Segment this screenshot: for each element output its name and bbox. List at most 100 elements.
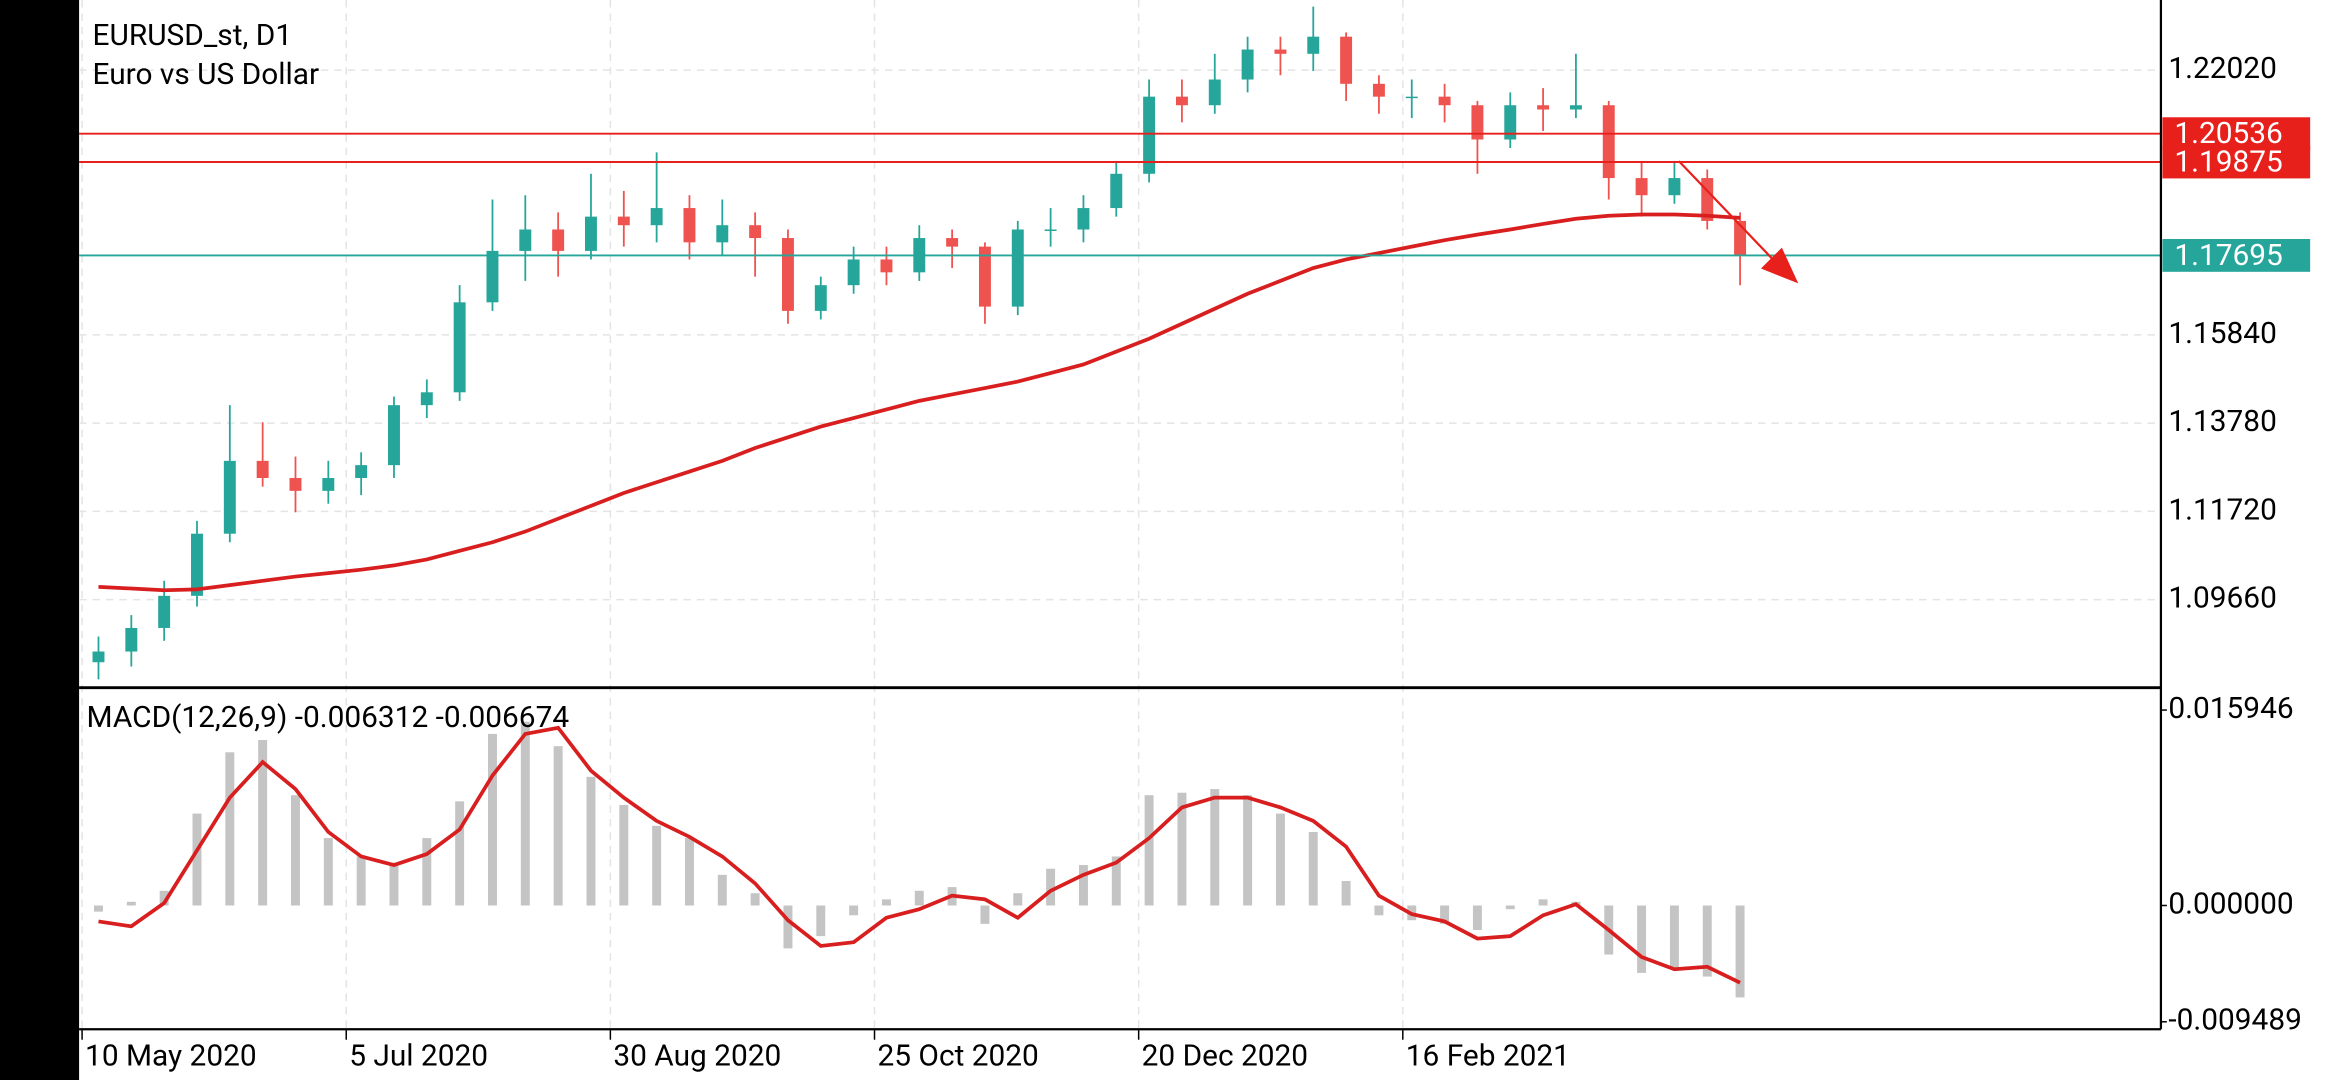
candle-body xyxy=(1602,105,1615,179)
price-tick-label: 1.22020 xyxy=(2168,51,2276,86)
candle-body xyxy=(650,208,663,226)
labels: 1.22020 1.15840 1.13780 1.11720 1.09660 10 Ma… xyxy=(81,51,2311,1074)
price-level-label: 1.20536 xyxy=(2174,116,2282,151)
marks xyxy=(79,6,2161,998)
candle-body xyxy=(847,259,860,286)
candle-body xyxy=(1668,178,1681,196)
macd-bar xyxy=(487,733,497,906)
candle-body xyxy=(322,477,335,491)
macd-bar xyxy=(553,746,563,906)
candle-body xyxy=(585,216,597,251)
time-tick-label: 20 Dec 2020 xyxy=(1142,1039,1308,1074)
macd-bar xyxy=(291,795,300,906)
candle-body xyxy=(420,392,433,406)
macd-bar xyxy=(750,893,760,906)
price-level-badge xyxy=(2162,145,2311,179)
macd-bar xyxy=(225,752,235,906)
candle-body xyxy=(1208,79,1221,106)
macd-bar xyxy=(1275,813,1285,906)
price-level-label: 1.17695 xyxy=(2174,238,2282,273)
macd-bar xyxy=(389,862,399,906)
candle-body xyxy=(519,229,532,251)
macd-bar xyxy=(1243,795,1253,906)
macd-tick-label: 0.015946 xyxy=(2168,691,2293,726)
grid xyxy=(79,0,2161,1030)
candle-body xyxy=(223,460,236,534)
macd-bar xyxy=(684,838,694,906)
macd-bar xyxy=(356,856,366,906)
candle-body xyxy=(617,216,630,226)
candle-body xyxy=(191,533,203,596)
candle-body xyxy=(1011,229,1024,307)
macd-bar xyxy=(1013,893,1023,906)
candle-body xyxy=(880,259,893,273)
candle-body xyxy=(388,405,400,466)
macd-bar xyxy=(1735,905,1745,998)
macd-bar xyxy=(455,801,465,906)
macd-bar xyxy=(1637,905,1647,973)
macd-bar xyxy=(619,804,629,906)
macd-bar xyxy=(159,890,169,906)
candle-body xyxy=(781,238,794,311)
price-level-badge xyxy=(2162,117,2311,151)
time-tick-label: 30 Aug 2020 xyxy=(613,1039,781,1074)
macd-bar xyxy=(980,905,990,924)
macd-bar xyxy=(1210,789,1220,906)
macd-bar xyxy=(1538,899,1548,906)
price-level-badge xyxy=(2162,238,2311,272)
macd-bar xyxy=(258,740,268,906)
macd-bar xyxy=(1702,905,1712,977)
time-tick-label: 5 Jul 2020 xyxy=(349,1039,488,1074)
candle-body xyxy=(1438,96,1451,106)
macd-title: MACD(12,26,9) -0.006312 -0.006674 xyxy=(87,700,570,735)
candle-body xyxy=(1307,36,1320,54)
candle-body xyxy=(1241,49,1254,80)
price-tick-label: 1.09660 xyxy=(2168,581,2276,616)
candle-body xyxy=(355,465,368,478)
price-level-label: 1.19875 xyxy=(2174,144,2282,179)
macd-bar xyxy=(783,905,793,949)
candle-body xyxy=(1372,83,1385,97)
candle-body xyxy=(946,238,959,247)
candle-body xyxy=(1701,178,1714,221)
candle-body xyxy=(1143,96,1156,174)
candle-body xyxy=(486,250,499,303)
macd-bar xyxy=(1472,905,1482,931)
candle-body xyxy=(1504,105,1517,140)
candle-body xyxy=(552,229,565,251)
price-tick-label: 1.13780 xyxy=(2168,404,2276,439)
trend-arrow-head xyxy=(1760,247,1799,284)
macd-bar xyxy=(1177,792,1187,906)
time-tick-label: 16 Feb 2021 xyxy=(1406,1039,1570,1074)
candle-body xyxy=(256,460,269,478)
macd-bar xyxy=(1374,905,1384,916)
macd-bar xyxy=(652,825,662,906)
candle-body xyxy=(1569,105,1582,110)
candle-body xyxy=(978,246,991,307)
macd-bar xyxy=(1078,865,1088,906)
macd-signal xyxy=(98,725,1741,985)
macd-bar xyxy=(1505,905,1515,910)
moving-average xyxy=(98,212,1741,593)
candle-body xyxy=(1635,178,1648,196)
candle-body xyxy=(1110,173,1123,209)
macd-bar xyxy=(1669,905,1679,970)
candle-body xyxy=(1405,96,1418,99)
macd-bar xyxy=(1308,831,1318,906)
macd-bar xyxy=(422,838,432,906)
macd-bar xyxy=(1341,880,1351,906)
candle-body xyxy=(683,208,696,243)
macd-bar xyxy=(1440,905,1450,924)
candle-body xyxy=(289,477,302,491)
candle-body xyxy=(1734,220,1747,256)
trend-arrow-line xyxy=(1678,160,1777,264)
macd-bar xyxy=(717,874,727,906)
macd-tick-label: -0.009489 xyxy=(2168,1003,2301,1038)
candle-body xyxy=(716,225,729,243)
candle-body xyxy=(158,595,171,628)
candle-body xyxy=(814,285,827,311)
macd-bar xyxy=(323,838,333,906)
macd-bar xyxy=(1111,856,1121,906)
macd-bar xyxy=(914,890,924,906)
